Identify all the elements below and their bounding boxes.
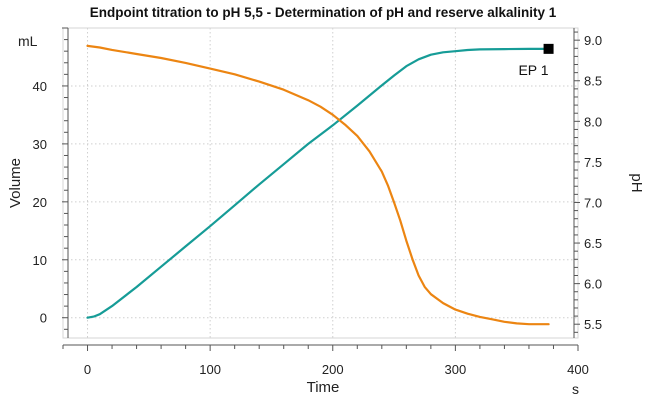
series-layer (86, 44, 550, 326)
x-tick-label: 100 (199, 362, 221, 377)
left-tick-label: 10 (33, 253, 47, 268)
left-y-axis-title: Volume (7, 158, 24, 208)
endpoint-marker (543, 43, 554, 54)
ph-series-line (86, 44, 550, 326)
volume-series-line (86, 47, 550, 319)
right-y-axis: 5.5 6.0 6.5 7.0 7.5 8.0 8.5 9.0 (573, 28, 602, 338)
left-tick-label: 0 (40, 311, 47, 326)
x-tick-label: 200 (322, 362, 344, 377)
right-y-axis-title: pH (628, 173, 645, 192)
grid (63, 28, 579, 338)
x-axis-unit: s (572, 381, 579, 397)
right-tick-label: 9.0 (584, 33, 602, 48)
x-tick-label: 300 (445, 362, 467, 377)
x-axis: 0 100 200 300 400 (62, 344, 589, 377)
right-tick-label: 5.5 (584, 317, 602, 332)
left-tick-label: 30 (33, 137, 47, 152)
plot-area (62, 27, 579, 339)
left-tick-label: 40 (33, 79, 47, 94)
right-tick-label: 6.0 (584, 277, 602, 292)
x-tick-label: 400 (567, 362, 589, 377)
right-tick-label: 8.0 (584, 114, 602, 129)
right-tick-label: 7.0 (584, 195, 602, 210)
x-axis-title: Time (307, 379, 340, 396)
chart-title: Endpoint titration to pH 5,5 - Determina… (90, 5, 557, 20)
right-tick-label: 8.5 (584, 74, 602, 89)
left-tick-label: 20 (33, 195, 47, 210)
endpoint-label: EP 1 (518, 62, 548, 78)
right-tick-label: 7.5 (584, 155, 602, 170)
marker-layer: EP 1 (518, 43, 554, 78)
left-y-unit: mL (18, 33, 38, 49)
x-tick-label: 0 (84, 362, 91, 377)
left-y-axis: 0 10 20 30 40 (33, 27, 69, 338)
right-tick-label: 6.5 (584, 236, 602, 251)
